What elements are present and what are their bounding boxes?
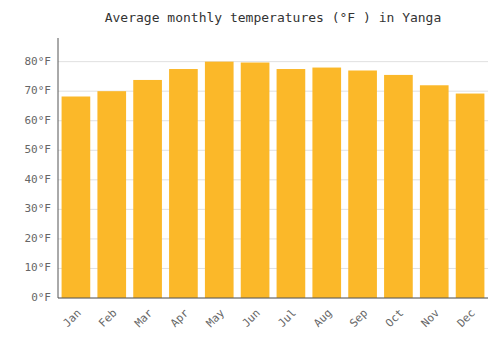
x-tick-label: Nov <box>419 306 443 330</box>
x-ticks: Jan Feb Mar Apr May Jun Jul Aug Sep Oct Nov Dec <box>60 306 477 330</box>
grid-line <box>58 298 488 299</box>
y-ticks: 0°F 10°F 20°F 30°F 40°F 50°F 60°F 70°F 80°F <box>25 55 52 304</box>
x-tick-label: Sep <box>347 307 370 330</box>
bar <box>62 97 91 299</box>
x-tick-label: Jun <box>240 307 263 330</box>
bar <box>169 69 198 298</box>
y-tick-label: 70°F <box>25 84 52 97</box>
x-tick-label: Dec <box>455 307 478 330</box>
bar <box>456 94 485 298</box>
bars <box>62 62 485 298</box>
title: Average monthly temperatures (°F ) in Ya… <box>105 10 442 25</box>
chart: 0°F 10°F 20°F 30°F 40°F 50°F 60°F 70°F 80°F Jan Fe… <box>0 0 500 350</box>
chart-container: 0°F 10°F 20°F 30°F 40°F 50°F 60°F 70°F 80°F Jan Fe… <box>0 0 500 350</box>
x-tick-label: Apr <box>168 306 192 330</box>
y-tick-label: 50°F <box>25 143 52 156</box>
bar <box>384 75 413 298</box>
bar <box>241 63 270 298</box>
grid-line <box>58 61 488 62</box>
x-axis-line <box>58 298 488 299</box>
y-tick-label: 0°F <box>31 291 51 304</box>
y-tick-label: 80°F <box>25 55 52 68</box>
x-tick-label: Aug <box>311 307 334 330</box>
bar <box>348 71 377 299</box>
y-tick-label: 20°F <box>25 232 52 245</box>
x-tick-label: May <box>204 306 228 330</box>
y-tick-label: 30°F <box>25 202 52 215</box>
x-tick-label: Oct <box>383 307 406 330</box>
x-tick-label: Jan <box>60 307 83 330</box>
bar <box>420 85 449 298</box>
y-axis-line <box>58 38 59 298</box>
bar <box>97 91 126 298</box>
bar <box>205 62 234 298</box>
bar <box>133 80 162 298</box>
y-tick-label: 40°F <box>25 173 52 186</box>
grid <box>58 62 488 298</box>
x-tick-label: Mar <box>132 306 156 330</box>
y-tick-label: 60°F <box>25 114 52 127</box>
bar <box>312 68 341 298</box>
x-tick-label: Jul <box>275 307 298 330</box>
bar <box>277 69 306 298</box>
y-tick-label: 10°F <box>25 261 52 274</box>
x-tick-label: Feb <box>96 307 119 330</box>
